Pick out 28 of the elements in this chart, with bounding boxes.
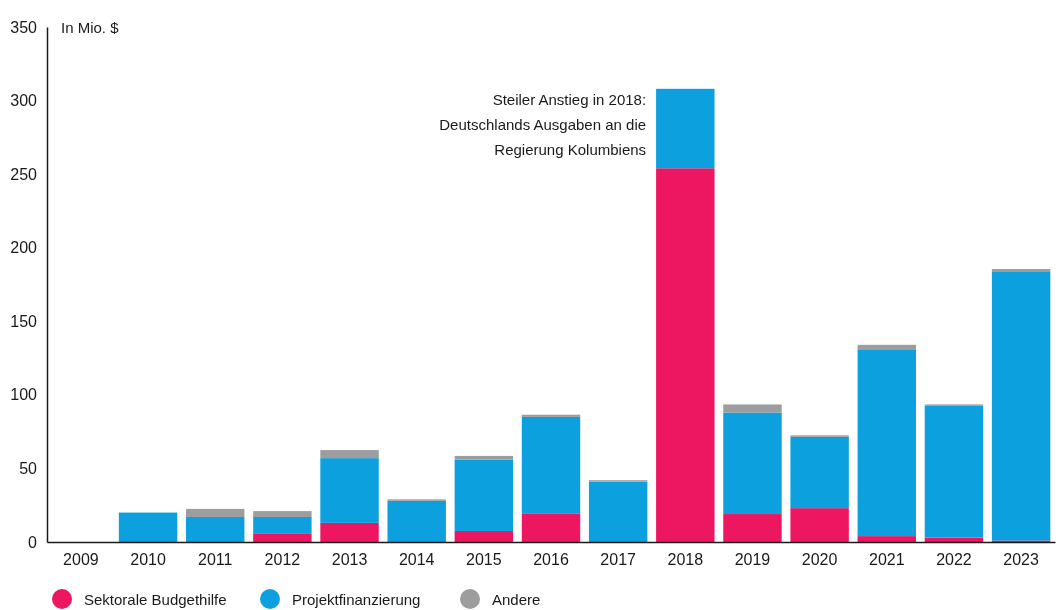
x-tick-label: 2016 (533, 551, 569, 569)
x-tick-label: 2020 (801, 551, 838, 569)
y-tick-label: 300 (10, 92, 38, 110)
y-tick-label: 250 (10, 165, 38, 183)
annotation: Steiler Anstieg in 2018: Deutschlands Ausgaben an die Regierung Kolumbiens (439, 90, 647, 158)
y-tick-label: 100 (10, 386, 38, 404)
y-tick-label: 200 (10, 239, 38, 257)
x-tick-label: 2009 (63, 551, 99, 569)
x-tick-label: 2010 (130, 551, 166, 569)
x-tick-label: 2011 (198, 551, 233, 569)
x-tick-label: 2021 (868, 551, 905, 569)
x-tick-label: 2014 (398, 551, 435, 569)
x-tick-label: 2015 (466, 551, 502, 569)
y-tick-label: 50 (19, 460, 38, 478)
x-tick-label: 2018 (667, 551, 704, 569)
y-tick-label: 0 (28, 533, 38, 551)
x-tick-label: 2019 (734, 551, 771, 569)
legend-label: Projektfinanzierung (292, 591, 421, 608)
legend-label: Sektorale Budgethilfe (84, 591, 227, 608)
x-tick-label: 2017 (600, 551, 637, 569)
x-tick-label: 2022 (936, 551, 972, 569)
y-tick-label: 150 (10, 312, 38, 330)
x-tick-label: 2012 (264, 551, 301, 569)
legend-label: Andere (492, 591, 541, 608)
y-axis-title: In Mio. $ (61, 19, 120, 36)
x-tick-label: 2013 (331, 551, 368, 569)
x-tick-label: 2023 (1003, 551, 1039, 569)
y-tick-label: 350 (10, 18, 38, 36)
